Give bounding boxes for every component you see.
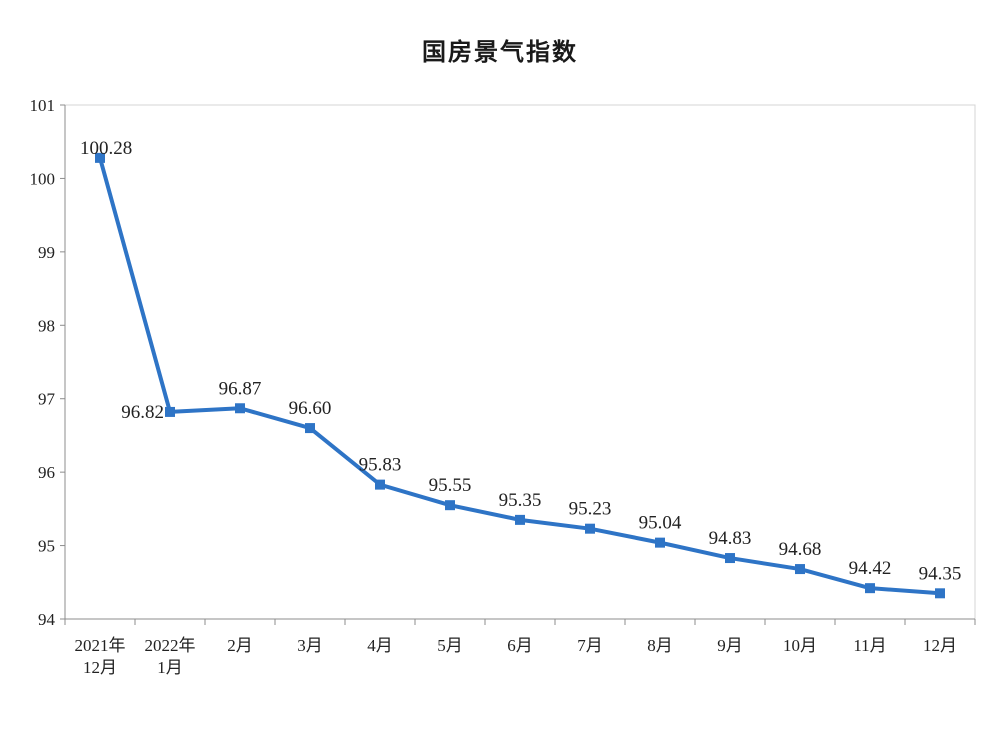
x-tick-label: 3月 <box>297 636 323 655</box>
data-label: 95.23 <box>569 499 612 520</box>
data-label: 94.83 <box>709 528 752 549</box>
x-tick-label: 12月 <box>923 636 957 655</box>
data-point-marker <box>515 514 525 525</box>
data-point-marker <box>725 553 735 564</box>
data-label: 96.87 <box>219 378 262 399</box>
data-point-marker <box>95 152 105 163</box>
chart-title: 国房景气指数 <box>422 38 578 66</box>
data-label: 96.60 <box>289 398 332 419</box>
data-label: 94.35 <box>919 563 962 584</box>
x-tick-label: 6月 <box>507 636 533 655</box>
data-point-marker <box>935 588 945 599</box>
data-label: 96.82 <box>121 402 164 423</box>
data-point-marker <box>865 583 875 594</box>
x-tick-label: 10月 <box>783 636 817 655</box>
data-label: 100.28 <box>80 138 132 159</box>
y-tick-label: 97 <box>38 390 56 409</box>
data-point-marker <box>305 423 315 434</box>
data-point-marker <box>795 564 805 575</box>
data-point-marker <box>655 537 665 548</box>
x-tick-label: 5月 <box>437 636 463 655</box>
y-tick-label: 94 <box>38 610 56 629</box>
x-tick-label: 2021年 12月 <box>75 636 126 677</box>
data-label: 95.55 <box>429 475 472 496</box>
axes: 94 95 96 97 98 99 100 101 2021年 12月 2022年 1月 2月 3月 4月 5… <box>30 96 976 677</box>
data-label: 95.83 <box>359 455 402 476</box>
y-tick-label: 101 <box>30 96 56 115</box>
data-point-marker <box>165 406 175 417</box>
x-tick-label: 8月 <box>647 636 673 655</box>
x-tick-label: 2022年 1月 <box>145 636 196 677</box>
x-tick-label: 9月 <box>717 636 743 655</box>
y-tick-label: 100 <box>30 169 56 188</box>
x-tick-label: 4月 <box>367 636 393 655</box>
plot-area-border <box>64 104 976 620</box>
data-point-marker <box>375 479 385 490</box>
data-label: 94.42 <box>849 558 892 579</box>
y-tick-label: 95 <box>38 537 55 556</box>
data-point-marker <box>235 403 245 414</box>
data-point-marker <box>445 500 455 511</box>
series-line <box>98 157 941 596</box>
y-tick-label: 99 <box>38 243 55 262</box>
x-tick-label: 11月 <box>853 636 886 655</box>
y-tick-label: 98 <box>38 316 55 335</box>
x-tick-label: 7月 <box>577 636 603 655</box>
data-label: 94.68 <box>779 539 822 560</box>
data-label: 95.35 <box>499 490 542 511</box>
data-point-marker <box>585 523 595 534</box>
y-tick-label: 96 <box>38 463 55 482</box>
data-label: 95.04 <box>639 513 682 534</box>
series <box>95 152 945 599</box>
data-labels: 100.28 96.82 96.87 96.60 95.83 95.55 95.35 95.2… <box>80 138 961 584</box>
x-tick-label: 2月 <box>227 636 253 655</box>
